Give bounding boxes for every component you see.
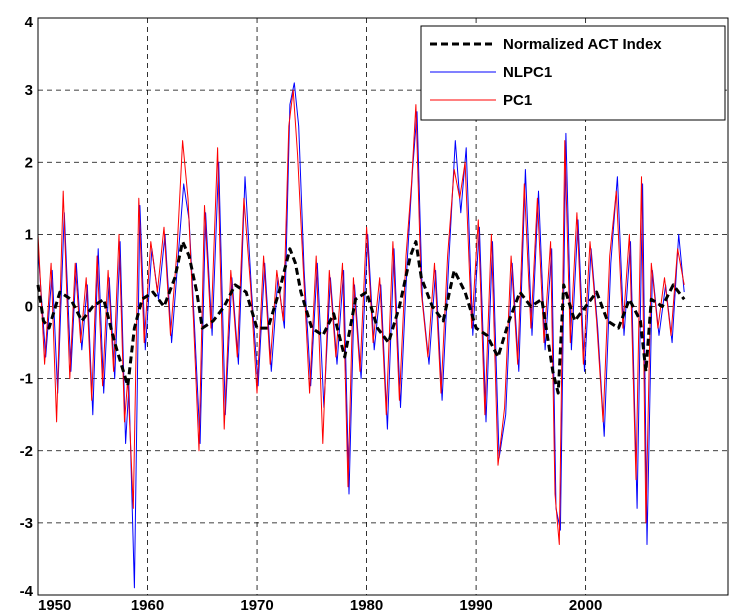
- grid-lines-y: [38, 89, 728, 524]
- y-tick-label--3: -3: [20, 515, 33, 532]
- series-line-normalized-act-index: [36, 240, 686, 395]
- y-tick-label--1: -1: [20, 371, 33, 388]
- y-tick-label--2: -2: [20, 443, 33, 460]
- x-tick-label-1990: 1990: [459, 597, 492, 611]
- legend: Normalized ACT Index NLPC1 PC1: [420, 25, 726, 121]
- x-tick-label-2000: 2000: [569, 597, 602, 611]
- x-tick-labels: 1950 1960 1970 1980 1990 2000: [38, 597, 602, 611]
- y-tick-label-3: 3: [25, 82, 33, 99]
- plot-frame: [37, 17, 729, 596]
- y-tick-label-4: 4: [25, 14, 34, 31]
- series-line-nlpc1: [37, 82, 685, 589]
- legend-label-act: Normalized ACT Index: [503, 36, 662, 53]
- legend-label-nlpc1: NLPC1: [503, 64, 552, 81]
- y-tick-label-2: 2: [25, 154, 33, 171]
- y-tick-labels: -4 -3 -2 -1 0 1 2 3 4: [20, 14, 34, 600]
- series-layer: [36, 82, 686, 589]
- x-tick-label-1970: 1970: [240, 597, 273, 611]
- legend-label-pc1: PC1: [503, 92, 532, 109]
- legend-box: [420, 25, 726, 121]
- x-tick-label-1960: 1960: [131, 597, 164, 611]
- y-tick-label--4: -4: [20, 583, 34, 600]
- x-tick-label-1980: 1980: [350, 597, 383, 611]
- y-tick-label-1: 1: [25, 226, 33, 243]
- series-line-pc1: [37, 89, 685, 545]
- x-tick-label-1950: 1950: [38, 597, 71, 611]
- y-tick-label-0: 0: [25, 299, 33, 316]
